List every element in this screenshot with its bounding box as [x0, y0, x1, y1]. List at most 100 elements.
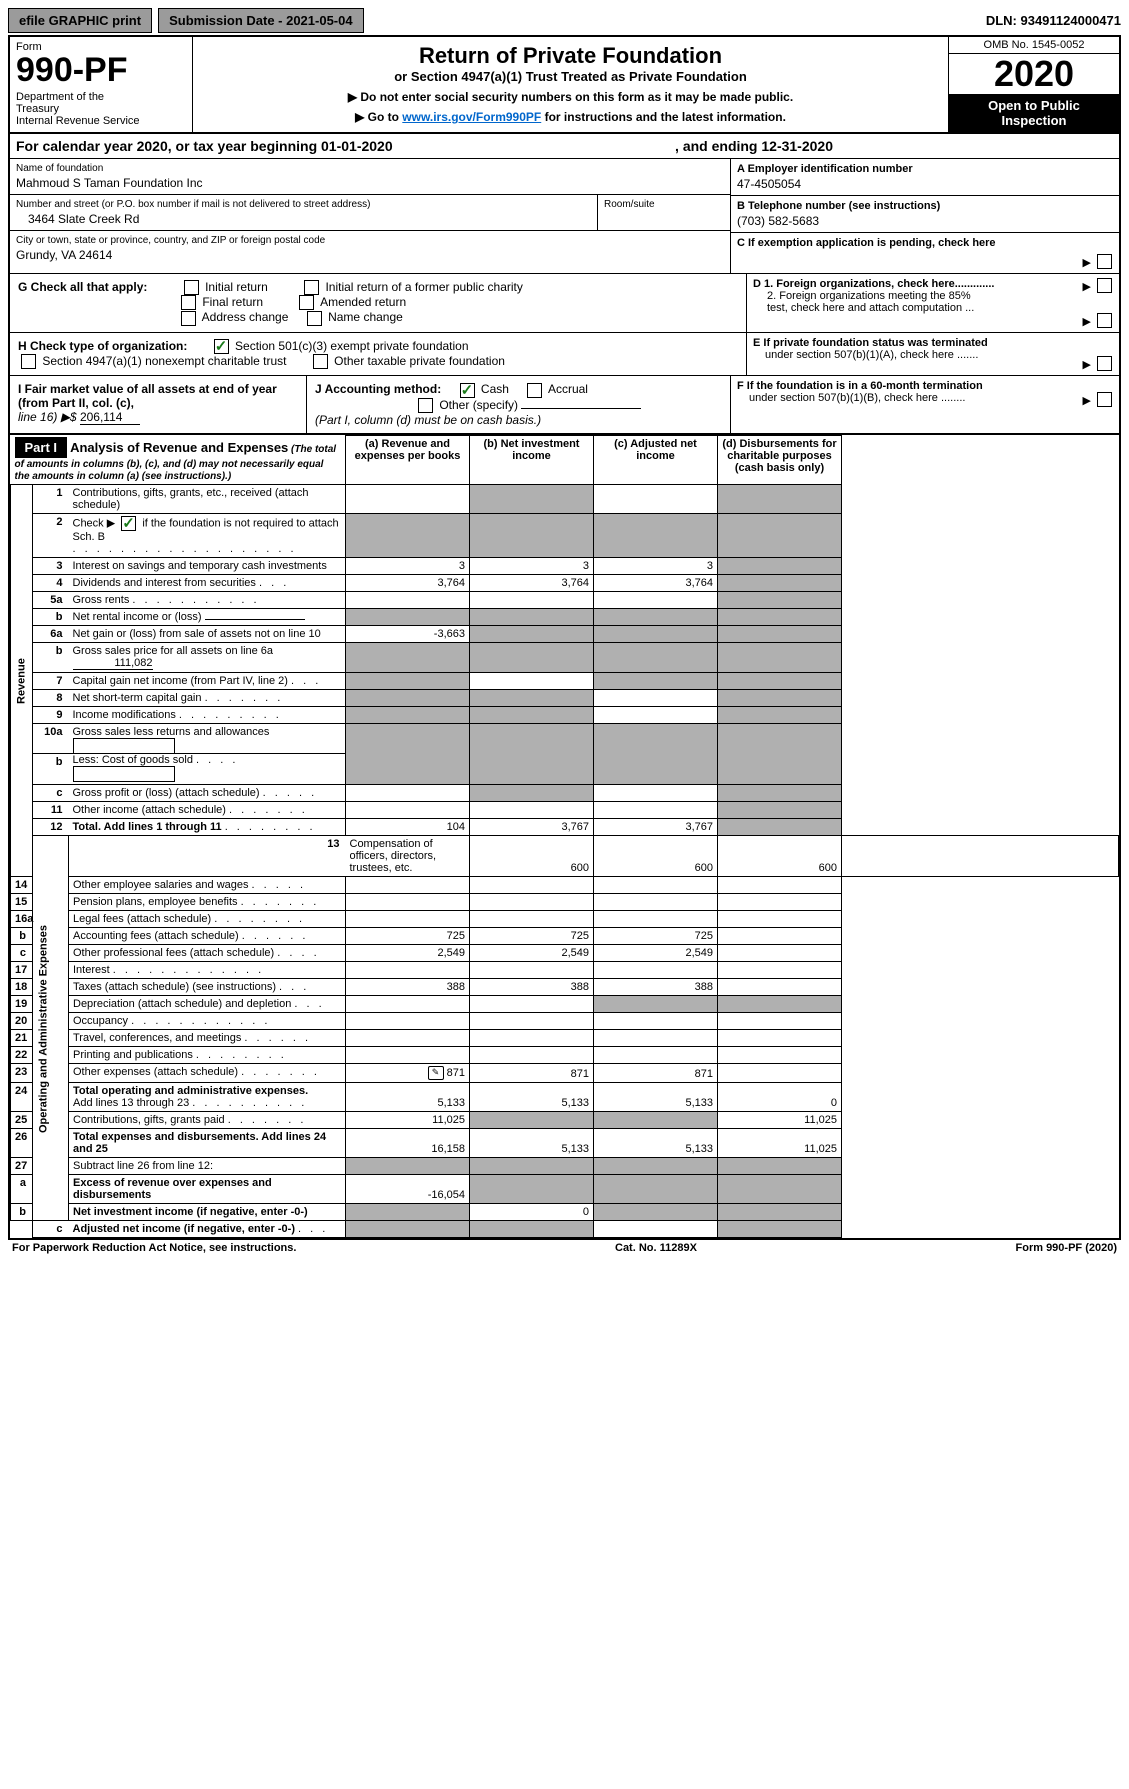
expenses-label: Operating and Administrative Expenses [33, 836, 69, 1221]
ij-section: I Fair market value of all assets at end… [10, 376, 730, 433]
line-15: Pension plans, employee benefits . . . .… [69, 894, 346, 911]
line-25: Contributions, gifts, grants paid . . . … [69, 1112, 346, 1129]
line-10a: Gross sales less returns and allowances [69, 724, 346, 754]
e-checkbox[interactable] [1097, 356, 1112, 371]
entity-block: Name of foundation Mahmoud S Taman Found… [10, 159, 1119, 274]
j-accrual-label: Accrual [548, 382, 588, 396]
line-7: Capital gain net income (from Part IV, l… [69, 673, 346, 690]
form-number: 990-PF [16, 53, 186, 87]
final-return-checkbox[interactable] [181, 295, 196, 310]
line-19: Depreciation (attach schedule) and deple… [69, 996, 346, 1013]
line-16c: Other professional fees (attach schedule… [69, 945, 346, 962]
footer-center: Cat. No. 11289X [615, 1242, 697, 1254]
f-checkbox[interactable] [1097, 392, 1112, 407]
e-section: E If private foundation status was termi… [746, 333, 1119, 376]
form-note2: ▶ Go to www.irs.gov/Form990PF for instru… [201, 110, 940, 124]
d1-checkbox[interactable] [1097, 278, 1112, 293]
d2a-label: 2. Foreign organizations meeting the 85% [767, 290, 971, 302]
footer-row: For Paperwork Reduction Act Notice, see … [8, 1240, 1121, 1256]
line-20: Occupancy . . . . . . . . . . . . [69, 1013, 346, 1030]
h-label: H Check type of organization: [18, 339, 187, 353]
dept-text: Department of the Treasury Internal Reve… [16, 91, 186, 127]
part-label: Part I [15, 437, 68, 458]
line-13: Compensation of officers, directors, tru… [346, 836, 470, 877]
schb-checkbox[interactable] [121, 516, 136, 531]
form-header: Form 990-PF Department of the Treasury I… [10, 37, 1119, 134]
city-value: Grundy, VA 24614 [16, 246, 724, 262]
g-opt-5: Name change [328, 310, 403, 324]
dept-line3: Internal Revenue Service [16, 115, 140, 127]
i-line-label: line 16) ▶$ [18, 410, 80, 424]
footer-left: For Paperwork Reduction Act Notice, see … [12, 1242, 296, 1254]
line-17: Interest . . . . . . . . . . . . . [69, 962, 346, 979]
name-change-checkbox[interactable] [307, 311, 322, 326]
i-section: I Fair market value of all assets at end… [10, 376, 307, 433]
h3-checkbox[interactable] [313, 354, 328, 369]
submission-btn: Submission Date - 2021-05-04 [158, 8, 364, 33]
f1-label: F If the foundation is in a 60-month ter… [737, 380, 983, 392]
e1-label: E If private foundation status was termi… [753, 337, 988, 349]
g-opt-0: Initial return [205, 280, 268, 294]
initial-public-checkbox[interactable] [304, 280, 319, 295]
instructions-link[interactable]: www.irs.gov/Form990PF [402, 110, 541, 124]
line-27a: Excess of revenue over expenses and disb… [69, 1175, 346, 1204]
line-2: Check ▶ if the foundation is not require… [69, 514, 346, 558]
cal-suffix: , and ending 12-31-2020 [675, 138, 833, 154]
form-frame: Form 990-PF Department of the Treasury I… [8, 35, 1121, 1240]
col-a-header: (a) Revenue and expenses per books [346, 435, 470, 485]
line-16b: Accounting fees (attach schedule) . . . … [69, 928, 346, 945]
j-note: (Part I, column (d) must be on cash basi… [315, 413, 541, 427]
h2-checkbox[interactable] [21, 354, 36, 369]
d2-checkbox[interactable] [1097, 313, 1112, 328]
g-opt-4: Address change [202, 310, 289, 324]
h-section: H Check type of organization: Section 50… [10, 333, 746, 376]
efile-btn[interactable]: efile GRAPHIC print [8, 8, 152, 33]
h2-label: Section 4947(a)(1) nonexempt charitable … [42, 354, 286, 368]
pending-checkbox[interactable] [1097, 254, 1112, 269]
accrual-checkbox[interactable] [527, 383, 542, 398]
g-opt-1: Initial return of a former public charit… [325, 280, 522, 294]
attachment-icon[interactable]: ✎ [428, 1066, 444, 1080]
g-opt-3: Amended return [320, 295, 406, 309]
analysis-table: Part I Analysis of Revenue and Expenses … [10, 435, 1119, 1239]
line-9: Income modifications . . . . . . . . . [69, 707, 346, 724]
g-label: G Check all that apply: [18, 280, 147, 294]
h1-checkbox[interactable] [214, 339, 229, 354]
line-22: Printing and publications . . . . . . . … [69, 1047, 346, 1064]
line-18: Taxes (attach schedule) (see instruction… [69, 979, 346, 996]
inspection-line2: Inspection [1001, 113, 1066, 128]
initial-return-checkbox[interactable] [184, 280, 199, 295]
amended-checkbox[interactable] [299, 295, 314, 310]
h3-label: Other taxable private foundation [334, 354, 505, 368]
line-6b: Gross sales price for all assets on line… [69, 643, 346, 673]
line-1: Contributions, gifts, grants, etc., rece… [69, 485, 346, 514]
name-cell: Name of foundation Mahmoud S Taman Found… [10, 159, 730, 195]
table-header-row: Part I Analysis of Revenue and Expenses … [11, 435, 1119, 485]
line-3: Interest on savings and temporary cash i… [69, 558, 346, 575]
entity-right: A Employer identification number 47-4505… [730, 159, 1119, 273]
h1-label: Section 501(c)(3) exempt private foundat… [235, 339, 468, 353]
line-8: Net short-term capital gain . . . . . . … [69, 690, 346, 707]
g-section: G Check all that apply: Initial return I… [10, 274, 746, 332]
inspection-badge: Open to Public Inspection [949, 94, 1119, 132]
header-center: Return of Private Foundation or Section … [193, 37, 948, 132]
j-label: J Accounting method: [315, 382, 441, 396]
ein-value: 47-4505054 [737, 175, 1113, 191]
ein-label: A Employer identification number [737, 163, 1113, 175]
cash-checkbox[interactable] [460, 383, 475, 398]
f-section: F If the foundation is in a 60-month ter… [730, 376, 1119, 433]
footer-right: Form 990-PF (2020) [1016, 1242, 1118, 1254]
arrow-icon: ▶ [1083, 394, 1091, 407]
line-5b: Net rental income or (loss) [69, 609, 346, 626]
col-d-header: (d) Disbursements for charitable purpose… [718, 435, 842, 485]
addr-label: Number and street (or P.O. box number if… [16, 199, 591, 210]
address-change-checkbox[interactable] [181, 311, 196, 326]
phone-cell: B Telephone number (see instructions) (7… [731, 196, 1119, 233]
line-5a: Gross rents . . . . . . . . . . . [69, 592, 346, 609]
phone-label: B Telephone number (see instructions) [737, 200, 1113, 212]
line-26: Total expenses and disbursements. Add li… [69, 1129, 346, 1158]
d2b-label: test, check here and attach computation … [767, 302, 974, 314]
e2-label: under section 507(b)(1)(A), check here .… [753, 349, 978, 361]
other-method-checkbox[interactable] [418, 398, 433, 413]
revenue-label: Revenue [11, 485, 33, 877]
